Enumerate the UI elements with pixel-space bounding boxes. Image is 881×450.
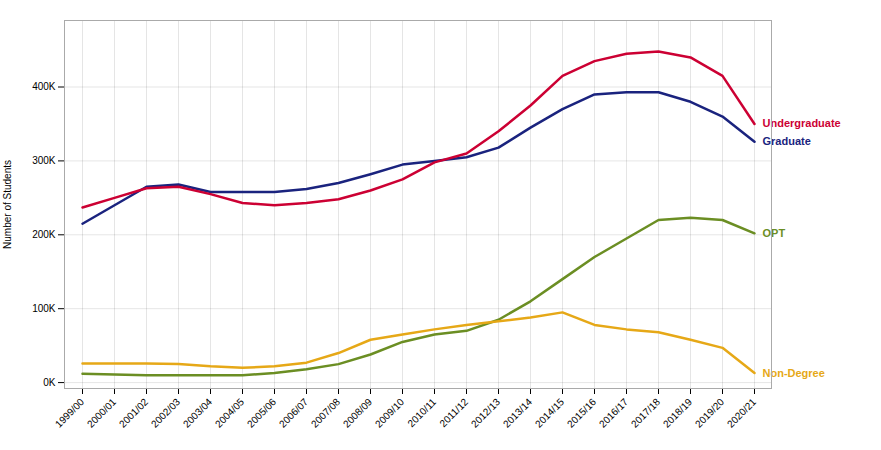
svg-text:2004/05: 2004/05	[213, 396, 247, 430]
svg-text:2006/07: 2006/07	[277, 396, 311, 430]
svg-text:2012/13: 2012/13	[469, 396, 503, 430]
svg-text:2008/09: 2008/09	[341, 396, 375, 430]
svg-text:2016/17: 2016/17	[597, 396, 631, 430]
svg-text:2009/10: 2009/10	[373, 396, 407, 430]
svg-text:2020/21: 2020/21	[725, 396, 759, 430]
svg-text:OPT: OPT	[763, 227, 786, 239]
svg-text:Non-Degree: Non-Degree	[762, 366, 825, 379]
svg-text:300K: 300K	[32, 155, 56, 166]
svg-text:200K: 200K	[32, 229, 56, 240]
svg-text:Number of Students: Number of Students	[2, 160, 13, 249]
svg-text:2005/06: 2005/06	[245, 396, 279, 430]
svg-text:0K: 0K	[43, 377, 56, 388]
svg-text:400K: 400K	[32, 81, 56, 92]
svg-text:Graduate: Graduate	[763, 135, 811, 147]
svg-text:2018/19: 2018/19	[661, 396, 695, 430]
svg-text:2000/01: 2000/01	[85, 396, 119, 430]
svg-text:Undergraduate: Undergraduate	[763, 117, 841, 129]
svg-text:2014/15: 2014/15	[533, 396, 567, 430]
svg-text:1999/00: 1999/00	[53, 396, 87, 430]
svg-text:2003/04: 2003/04	[181, 396, 215, 430]
svg-text:2013/14: 2013/14	[501, 396, 535, 430]
svg-text:100K: 100K	[32, 303, 56, 314]
svg-text:2007/08: 2007/08	[309, 396, 343, 430]
svg-text:2011/12: 2011/12	[437, 396, 470, 429]
svg-text:2002/03: 2002/03	[149, 396, 183, 430]
svg-text:2001/02: 2001/02	[117, 396, 151, 430]
svg-text:2017/18: 2017/18	[629, 396, 663, 430]
svg-text:2010/11: 2010/11	[405, 396, 438, 429]
svg-text:2019/20: 2019/20	[693, 396, 727, 430]
svg-text:2015/16: 2015/16	[565, 396, 599, 430]
